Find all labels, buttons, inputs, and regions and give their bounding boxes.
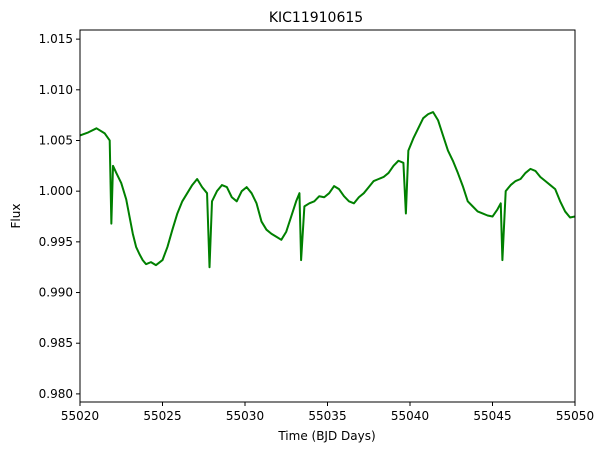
x-tick-label: 55020	[61, 409, 99, 423]
x-tick-label: 55030	[226, 409, 264, 423]
y-axis-label: Flux	[9, 204, 23, 229]
ticks-layer: 55020 55025 55030 55035 55040 55045 55050 0.980…	[39, 32, 594, 423]
y-tick-label: 1.010	[39, 83, 73, 97]
y-tick-label: 0.990	[39, 286, 73, 300]
x-tick-label: 55050	[556, 409, 594, 423]
y-tick-label: 1.015	[39, 32, 73, 46]
y-tick-label: 0.980	[39, 387, 73, 401]
x-tick-label: 55035	[308, 409, 346, 423]
y-tick-label: 1.000	[39, 184, 73, 198]
x-tick-label: 55040	[391, 409, 429, 423]
y-tick-label: 0.985	[39, 336, 73, 350]
x-tick-label: 55045	[473, 409, 511, 423]
y-tick-label: 1.005	[39, 133, 73, 147]
chart-title: KIC11910615	[269, 10, 363, 26]
x-tick-label: 55025	[143, 409, 181, 423]
plot-area	[80, 111, 575, 269]
x-axis-label: Time (BJD Days)	[277, 429, 375, 443]
series-line-0	[80, 111, 575, 269]
plot-frame	[79, 29, 576, 403]
series-layer	[80, 111, 575, 269]
y-tick-label: 0.995	[39, 235, 73, 249]
